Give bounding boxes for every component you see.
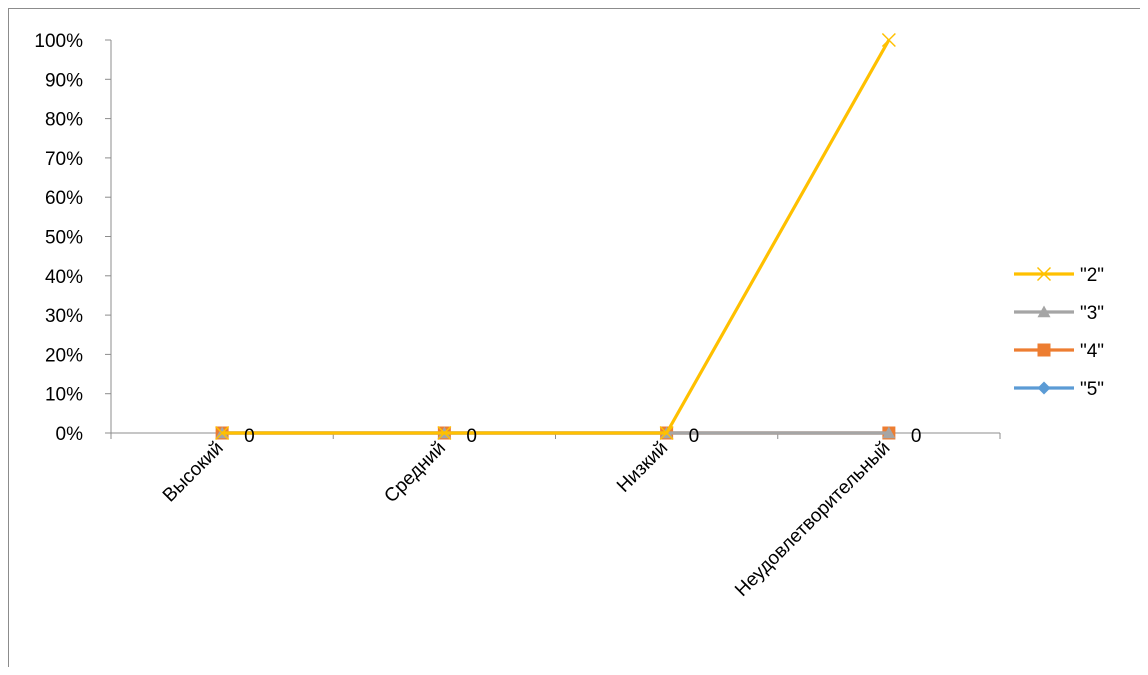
legend-item: "5" — [1014, 379, 1104, 400]
data-label: 0 — [244, 426, 255, 447]
x-marker-icon — [659, 425, 674, 441]
y-tick-label: 20% — [45, 345, 83, 366]
x-category-label: Средний — [380, 438, 449, 507]
series-line — [222, 39, 891, 435]
series-layer — [215, 32, 896, 441]
data-labels: 0 0 0 0 — [244, 426, 921, 447]
chart-frame — [8, 8, 1140, 667]
data-label: 0 — [911, 426, 922, 447]
x-category-label: Неудовлетворительный — [731, 438, 894, 601]
y-tick-label: 100% — [34, 31, 83, 52]
legend-label: "5" — [1080, 379, 1104, 400]
legend: "2" "3" "4" "5" — [1014, 265, 1104, 400]
legend-label: "2" — [1080, 265, 1104, 286]
x-marker-icon — [215, 425, 230, 441]
legend-item: "2" — [1014, 265, 1104, 286]
x-category-label: Высокий — [159, 438, 228, 507]
x-axis: Высокий Средний Низкий Неудовлетворительный — [110, 432, 1001, 601]
y-tick-label: 30% — [45, 306, 83, 327]
y-tick-label: 70% — [45, 149, 83, 170]
y-tick-label: 90% — [45, 70, 83, 91]
y-tick-label: 0% — [56, 424, 84, 445]
legend-item: "3" — [1014, 303, 1104, 324]
y-axis: 0% 10% 20% 30% 40% 50% 60% 70% 80% 90% 100% — [34, 31, 112, 445]
y-tick-label: 60% — [45, 188, 83, 209]
y-tick-label: 10% — [45, 385, 83, 406]
triangle-marker-icon — [1037, 305, 1051, 318]
legend-label: "4" — [1080, 341, 1104, 362]
triangle-marker-icon — [882, 426, 896, 439]
diamond-marker-icon — [1037, 381, 1051, 395]
series-2 — [215, 32, 896, 441]
x-marker-icon — [881, 32, 896, 48]
legend-label: "3" — [1080, 303, 1104, 324]
y-tick-label: 80% — [45, 110, 83, 131]
x-marker-icon — [1036, 266, 1052, 282]
x-category-label: Низкий — [613, 438, 672, 497]
square-marker-icon — [1037, 343, 1051, 357]
y-tick-label: 40% — [45, 267, 83, 288]
data-label: 0 — [689, 426, 700, 447]
y-tick-label: 50% — [45, 228, 83, 249]
x-marker-icon — [437, 425, 452, 441]
legend-item: "4" — [1014, 341, 1104, 362]
data-label: 0 — [466, 426, 477, 447]
